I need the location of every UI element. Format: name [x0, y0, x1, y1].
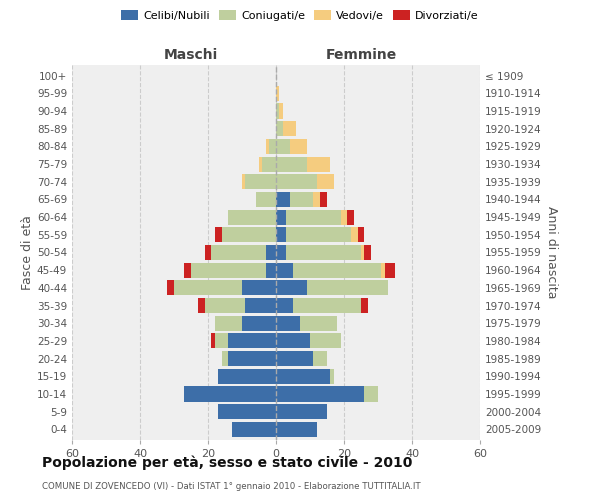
Bar	[205, 298, 245, 313]
Bar	[361, 298, 368, 313]
Bar	[307, 280, 388, 295]
Bar	[286, 245, 361, 260]
Bar	[364, 245, 371, 260]
Bar	[286, 210, 341, 224]
Bar	[229, 210, 276, 224]
Bar	[191, 262, 266, 278]
Y-axis label: Anni di nascita: Anni di nascita	[545, 206, 558, 298]
Bar	[211, 334, 215, 348]
Bar	[293, 262, 382, 278]
Bar	[184, 262, 191, 278]
Bar	[215, 316, 242, 331]
Bar	[276, 104, 280, 118]
Bar	[276, 156, 307, 172]
Legend: Celibi/Nubili, Coniugati/e, Vedovi/e, Divorziati/e: Celibi/Nubili, Coniugati/e, Vedovi/e, Di…	[117, 6, 483, 25]
Bar	[313, 192, 320, 207]
Bar	[276, 298, 293, 313]
Bar	[276, 174, 317, 190]
Bar	[221, 228, 276, 242]
Bar	[347, 210, 354, 224]
Bar	[280, 104, 283, 118]
Bar	[310, 334, 341, 348]
Bar	[290, 139, 307, 154]
Bar	[229, 334, 276, 348]
Bar	[259, 156, 262, 172]
Bar	[266, 262, 276, 278]
Bar	[283, 121, 296, 136]
Bar	[341, 210, 347, 224]
Bar	[385, 262, 395, 278]
Bar	[276, 404, 327, 419]
Bar	[276, 351, 313, 366]
Bar	[218, 404, 276, 419]
Bar	[276, 121, 283, 136]
Bar	[232, 422, 276, 437]
Bar	[351, 228, 358, 242]
Bar	[317, 174, 334, 190]
Bar	[266, 139, 269, 154]
Bar	[245, 174, 276, 190]
Bar	[358, 228, 364, 242]
Bar	[256, 192, 276, 207]
Bar	[276, 210, 286, 224]
Bar	[276, 192, 290, 207]
Bar	[242, 280, 276, 295]
Bar	[361, 245, 364, 260]
Bar	[293, 298, 361, 313]
Bar	[218, 369, 276, 384]
Bar	[276, 369, 331, 384]
Bar	[276, 316, 300, 331]
Bar	[276, 86, 280, 101]
Bar	[242, 316, 276, 331]
Bar	[211, 245, 266, 260]
Bar	[276, 245, 286, 260]
Bar	[198, 298, 205, 313]
Bar	[221, 351, 229, 366]
Bar	[174, 280, 242, 295]
Bar	[242, 174, 245, 190]
Text: COMUNE DI ZOVENCEDO (VI) - Dati ISTAT 1° gennaio 2010 - Elaborazione TUTTITALIA.: COMUNE DI ZOVENCEDO (VI) - Dati ISTAT 1°…	[42, 482, 421, 491]
Text: Popolazione per età, sesso e stato civile - 2010: Popolazione per età, sesso e stato civil…	[42, 456, 412, 470]
Bar	[290, 192, 313, 207]
Bar	[245, 298, 276, 313]
Bar	[313, 351, 327, 366]
Bar	[276, 422, 317, 437]
Bar	[276, 386, 364, 402]
Bar	[276, 334, 310, 348]
Text: Maschi: Maschi	[164, 48, 218, 62]
Bar	[276, 228, 286, 242]
Bar	[286, 228, 351, 242]
Bar	[184, 386, 276, 402]
Bar	[276, 280, 307, 295]
Text: Femmine: Femmine	[325, 48, 397, 62]
Bar	[269, 139, 276, 154]
Bar	[276, 139, 290, 154]
Bar	[276, 262, 293, 278]
Bar	[167, 280, 174, 295]
Bar	[364, 386, 378, 402]
Bar	[229, 351, 276, 366]
Bar	[382, 262, 385, 278]
Bar	[300, 316, 337, 331]
Bar	[262, 156, 276, 172]
Bar	[307, 156, 331, 172]
Y-axis label: Fasce di età: Fasce di età	[21, 215, 34, 290]
Bar	[215, 334, 229, 348]
Bar	[266, 245, 276, 260]
Bar	[215, 228, 221, 242]
Bar	[205, 245, 211, 260]
Bar	[331, 369, 334, 384]
Bar	[320, 192, 327, 207]
